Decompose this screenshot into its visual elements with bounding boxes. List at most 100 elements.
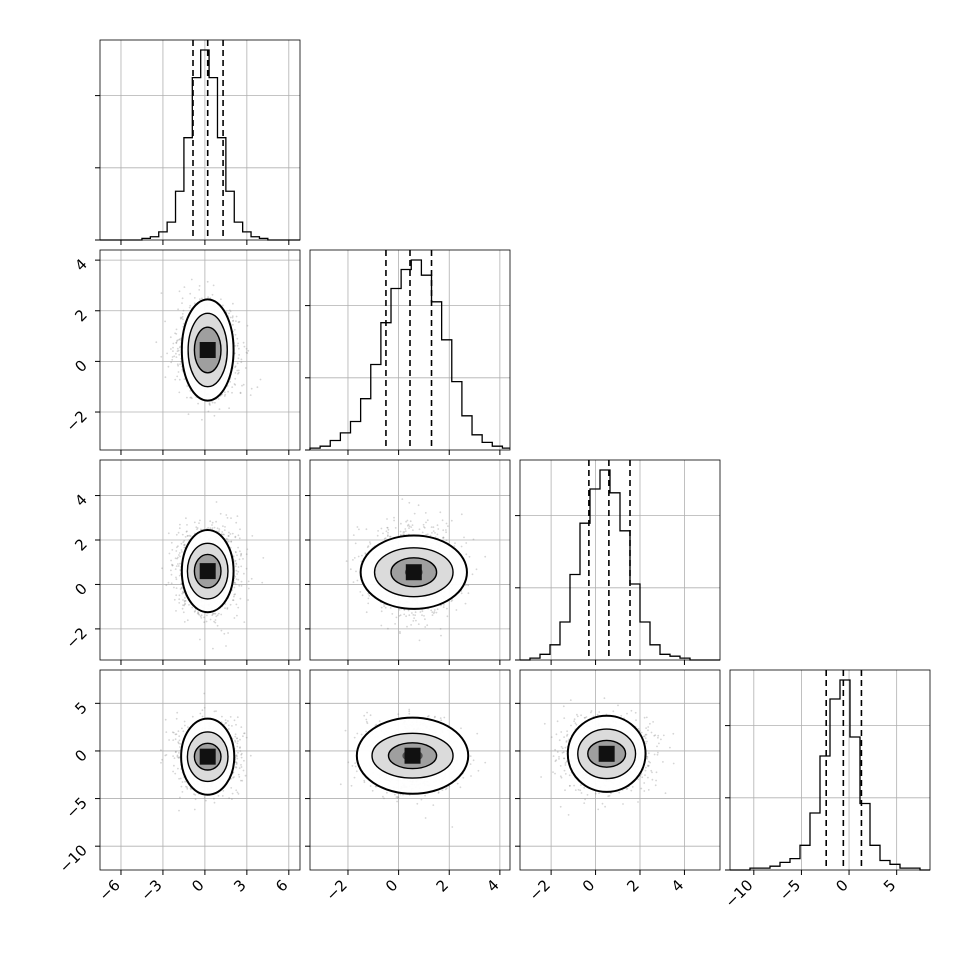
scatter-point <box>198 285 201 287</box>
scatter-point <box>410 526 413 528</box>
scatter-point <box>389 535 391 538</box>
scatter-point <box>232 599 234 601</box>
scatter-point <box>179 588 182 590</box>
scatter-point <box>236 344 239 347</box>
scatter-point <box>175 550 178 552</box>
scatter-point <box>256 386 259 389</box>
scatter-point <box>235 562 238 565</box>
scatter-point <box>170 559 173 562</box>
scatter-point <box>214 612 217 615</box>
scatter-point <box>229 316 232 319</box>
scatter-point <box>226 608 229 610</box>
scatter-point <box>173 355 176 358</box>
scatter-point <box>183 603 186 606</box>
scatter-point <box>234 535 237 538</box>
scatter-point <box>447 525 449 527</box>
scatter-point <box>181 607 184 610</box>
scatter-point <box>233 586 236 589</box>
scatter-point <box>359 591 362 593</box>
scatter-point <box>178 378 181 381</box>
scatter-point <box>179 777 182 780</box>
scatter-point <box>369 543 372 545</box>
scatter-point <box>183 544 186 546</box>
scatter-point <box>446 607 448 610</box>
scatter-point <box>187 534 189 537</box>
scatter-point <box>247 580 250 583</box>
scatter-point <box>399 530 402 533</box>
scatter-point <box>175 587 178 589</box>
scatter-point <box>387 531 389 534</box>
scatter-point <box>246 352 249 354</box>
scatter-point <box>417 623 420 625</box>
scatter-point <box>243 572 245 575</box>
scatter-point <box>417 504 420 507</box>
scatter-point <box>175 533 178 536</box>
scatter-point <box>403 531 406 533</box>
scatter-point <box>208 402 211 404</box>
scatter-point <box>178 602 181 604</box>
scatter-point <box>467 584 470 587</box>
scatter-point <box>367 545 370 547</box>
scatter-point <box>238 558 241 561</box>
scatter-point <box>407 523 410 526</box>
scatter-point <box>234 551 237 553</box>
scatter-point <box>189 304 192 307</box>
scatter-point <box>179 746 181 748</box>
density-peak <box>199 342 216 358</box>
scatter-point <box>186 385 189 387</box>
scatter-point <box>177 556 179 559</box>
scatter-point <box>413 512 416 515</box>
scatter-point <box>183 378 186 380</box>
scatter-point <box>232 555 235 557</box>
scatter-point <box>237 534 240 537</box>
scatter-point <box>240 779 242 782</box>
scatter-point <box>237 578 240 581</box>
scatter-point <box>226 607 229 609</box>
scatter-point <box>411 612 413 614</box>
histogram-panel-0 <box>95 39 301 245</box>
scatter-point <box>237 369 240 372</box>
scatter-point <box>229 380 232 383</box>
scatter-point <box>384 537 387 539</box>
scatter-point <box>241 384 243 387</box>
scatter-point <box>431 611 434 614</box>
scatter-point <box>232 323 234 326</box>
scatter-point <box>235 578 238 581</box>
scatter-point <box>445 522 448 525</box>
scatter-point <box>423 526 425 528</box>
scatter-point <box>178 554 180 556</box>
scatter-point <box>425 521 427 524</box>
scatter-point <box>240 580 243 583</box>
scatter-point <box>229 603 232 606</box>
scatter-point <box>238 354 241 356</box>
scatter-point <box>434 532 436 534</box>
scatter-point <box>236 337 239 340</box>
scatter-point <box>385 530 388 533</box>
scatter-point <box>178 290 181 293</box>
scatter-point <box>155 341 158 344</box>
scatter-point <box>250 387 253 390</box>
scatter-point <box>160 292 163 294</box>
scatter-point <box>234 366 237 369</box>
scatter-point <box>211 524 213 526</box>
density-peak <box>405 564 422 581</box>
scatter-point <box>199 615 202 618</box>
scatter-point <box>233 581 236 584</box>
scatter-point <box>193 297 196 299</box>
scatter-point <box>230 517 232 519</box>
scatter-point <box>191 397 193 400</box>
scatter-point <box>237 570 240 573</box>
scatter-point <box>222 525 224 527</box>
panel-frame <box>309 249 511 451</box>
scatter-point <box>175 333 178 335</box>
scatter-point <box>182 541 185 544</box>
scatter-point <box>234 575 237 578</box>
scatter-point <box>243 345 246 348</box>
scatter-point <box>193 302 196 305</box>
scatter-point <box>213 620 216 623</box>
scatter-point <box>183 539 186 542</box>
scatter-point <box>180 360 182 363</box>
scatter-point <box>178 598 181 601</box>
scatter-point <box>171 356 174 358</box>
scatter-point <box>218 408 221 410</box>
